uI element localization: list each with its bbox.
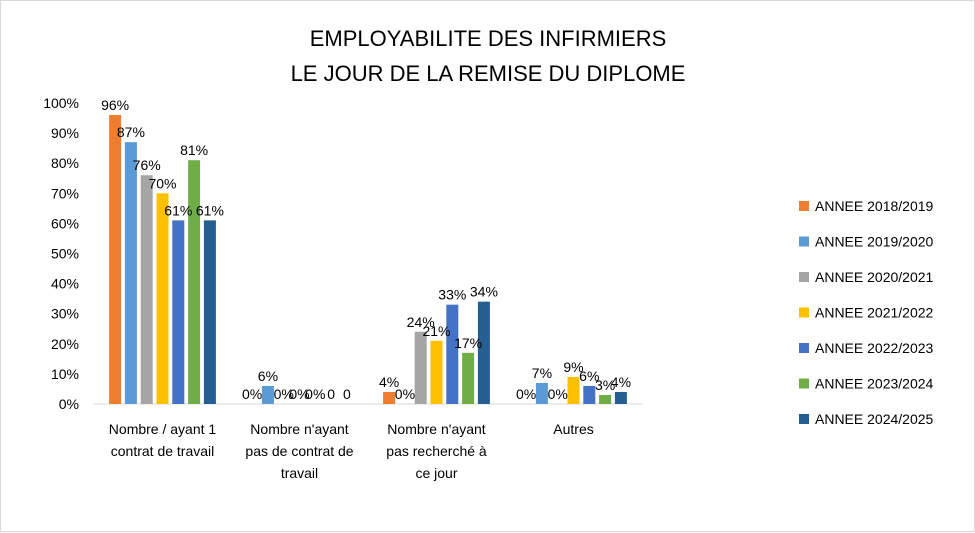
legend-swatch: [799, 343, 809, 353]
y-tick-label: 70%: [51, 185, 79, 201]
legend-swatch: [799, 272, 809, 282]
chart-title: EMPLOYABILITE DES INFIRMIERS LE JOUR DE …: [291, 26, 686, 86]
bar: [383, 391, 396, 404]
category-label-line: Nombre / ayant 1: [109, 421, 217, 437]
data-label: 24%: [407, 314, 435, 330]
bar: [188, 160, 201, 404]
category-labels-group: Nombre / ayant 1 contrat de travailNombre…: [109, 421, 594, 481]
legend-label: ANNEE 2023/2024: [815, 376, 934, 392]
category-label-line: ce jour: [415, 465, 457, 481]
bar: [446, 304, 459, 404]
y-tick-label: 40%: [51, 276, 79, 292]
bar: [583, 385, 596, 404]
category-label-line: Nombre n'ayant: [387, 421, 486, 437]
bar: [414, 331, 427, 404]
data-label: 61%: [196, 202, 224, 218]
legend-swatch: [799, 236, 809, 247]
category-label-line: pas de contrat de: [245, 443, 353, 459]
y-tick-label: 50%: [51, 246, 79, 262]
data-label: 70%: [148, 175, 176, 191]
data-label: 3%: [595, 377, 615, 393]
data-label: 96%: [101, 97, 129, 113]
bar: [140, 175, 153, 404]
y-tick-label: 80%: [51, 155, 79, 171]
data-label: 17%: [454, 335, 482, 351]
bars-group: [109, 115, 627, 404]
bar: [430, 340, 443, 404]
data-label: 0%: [289, 386, 309, 402]
legend-swatch: [799, 201, 809, 211]
y-tick-label: 100%: [43, 95, 79, 111]
y-tick-label: 90%: [51, 125, 79, 141]
category-label-line: pas recherché à: [386, 443, 487, 459]
y-tick-label: 0%: [59, 396, 79, 412]
bar: [567, 376, 580, 404]
data-label: 76%: [133, 157, 161, 173]
data-label: 21%: [422, 323, 450, 339]
data-label: 6%: [258, 368, 278, 384]
data-label: 0%: [242, 386, 262, 402]
data-label: 9%: [563, 359, 583, 375]
bar: [477, 301, 490, 404]
y-axis: 0% 10% 20% 30% 40% 50% 60% 70% 80% 90% 100%: [43, 95, 79, 412]
legend-swatch: [799, 378, 809, 389]
legend-label: ANNEE 2019/2020: [815, 234, 934, 250]
data-label: 61%: [164, 202, 192, 218]
bar: [261, 385, 274, 404]
data-label: 0%: [516, 386, 536, 402]
data-label: 0: [343, 386, 351, 402]
y-tick-label: 10%: [51, 366, 79, 382]
legend-label: ANNEE 2021/2022: [815, 305, 934, 321]
data-label: 0: [327, 386, 335, 402]
category-label: Nombre / ayant 1 contrat de travail: [109, 421, 217, 459]
chart-title-line-1: EMPLOYABILITE DES INFIRMIERS: [310, 26, 667, 51]
category-label: Nombre n'ayant pas de contrat de travail: [245, 421, 353, 481]
data-label: 0%: [395, 386, 415, 402]
data-label: 6%: [579, 368, 599, 384]
legend-label: ANNEE 2020/2021: [815, 269, 934, 285]
category-label: Nombre n'ayant pas recherché à ce jour: [386, 421, 487, 481]
data-label: 0%: [274, 386, 294, 402]
category-label-line: Nombre n'ayant: [250, 421, 349, 437]
category-label-line: Autres: [553, 421, 593, 437]
bar: [535, 382, 548, 404]
bar: [109, 115, 122, 404]
category-label-line: travail: [281, 465, 318, 481]
legend-label: ANNEE 2024/2025: [815, 411, 934, 427]
data-label: 87%: [117, 124, 145, 140]
data-label: 0%: [548, 386, 568, 402]
y-tick-label: 20%: [51, 336, 79, 352]
bar: [203, 220, 216, 404]
category-label: Autres: [553, 421, 593, 437]
bar: [599, 394, 612, 404]
bar: [462, 352, 475, 404]
data-label: 4%: [379, 374, 399, 390]
data-label: 33%: [438, 287, 466, 303]
legend: ANNEE 2018/2019 ANNEE 2019/2020 ANNEE 2020…: [799, 198, 934, 427]
bar: [614, 391, 627, 404]
category-label-line: contrat de travail: [111, 443, 215, 459]
y-tick-label: 60%: [51, 215, 79, 231]
data-label: 4%: [611, 374, 631, 390]
data-labels-group: 96%87%76%70%61%81%61%0%6%0%0%0% 0 04%0%24%…: [101, 97, 631, 402]
y-tick-label: 30%: [51, 306, 79, 322]
data-label: 7%: [532, 365, 552, 381]
data-label: 34%: [470, 284, 498, 300]
bar: [156, 193, 169, 404]
legend-label: ANNEE 2018/2019: [815, 198, 934, 214]
legend-label: ANNEE 2022/2023: [815, 340, 934, 356]
data-label: 81%: [180, 142, 208, 158]
chart-title-line-2: LE JOUR DE LA REMISE DU DIPLOME: [291, 61, 686, 86]
bar: [172, 220, 185, 404]
legend-swatch: [799, 414, 809, 424]
legend-swatch: [799, 307, 809, 318]
bar: [124, 142, 137, 404]
data-label: 0%: [305, 386, 325, 402]
